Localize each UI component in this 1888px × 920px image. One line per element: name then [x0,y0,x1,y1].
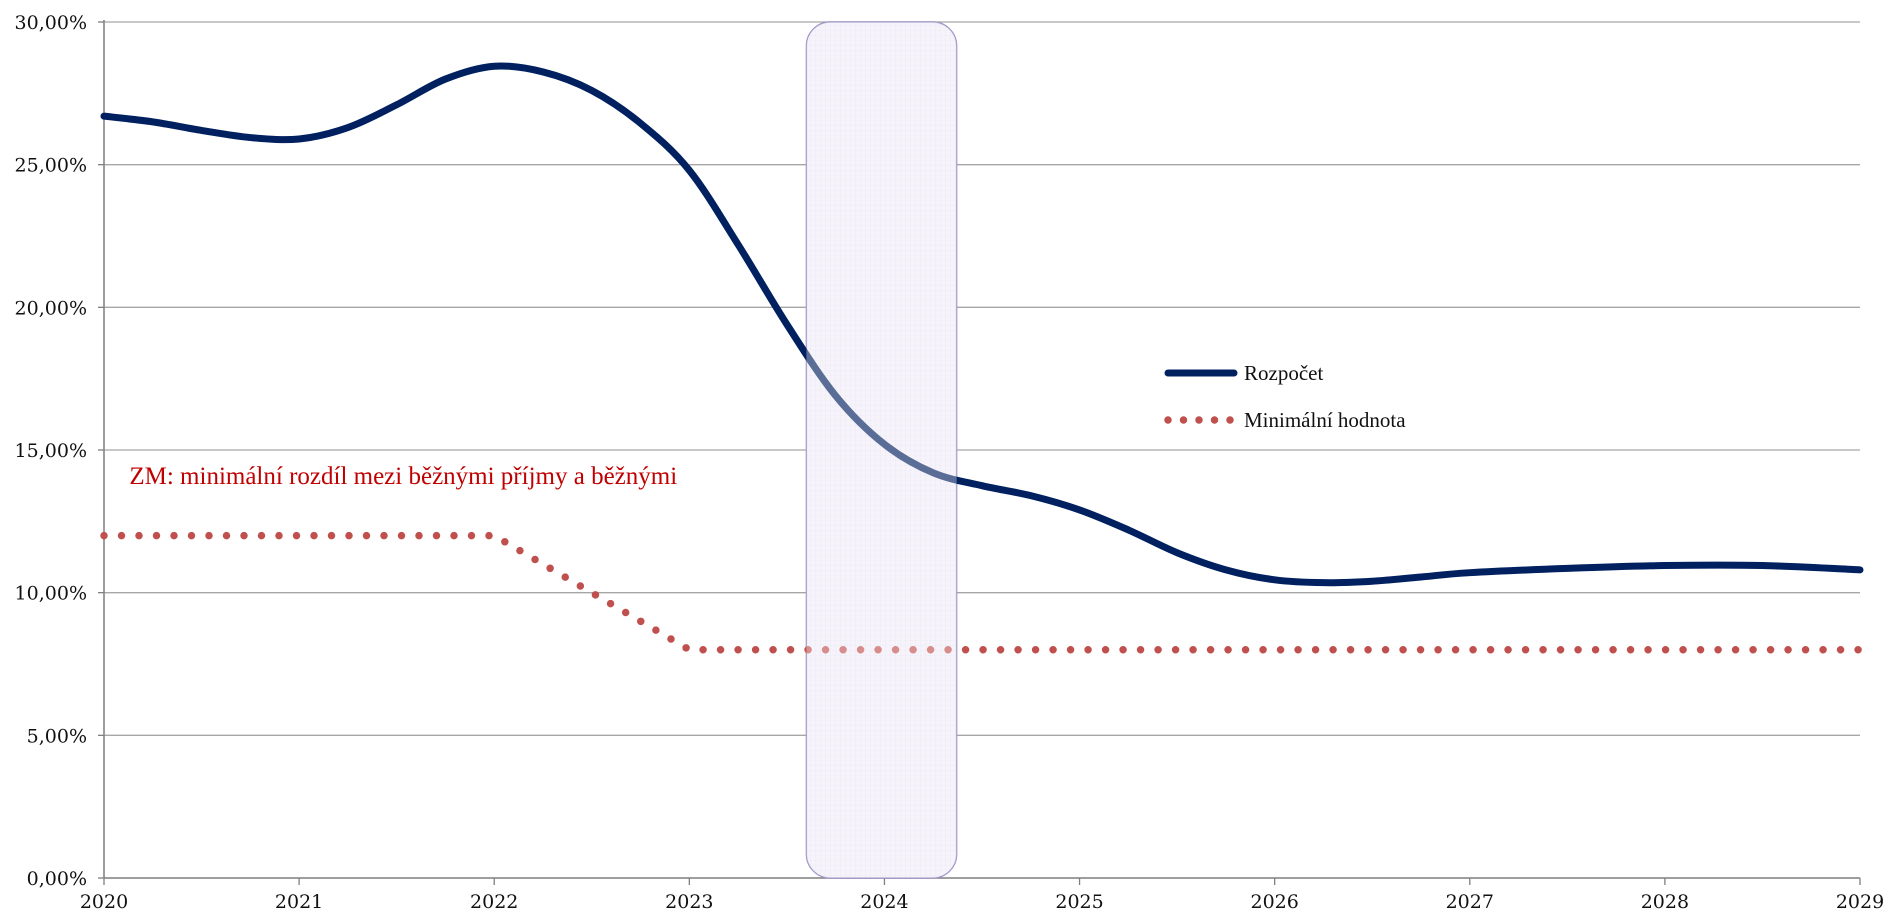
band-overlay-group [806,22,956,878]
x-tick-label: 2020 [80,891,128,913]
legend-label: Minimální hodnota [1244,408,1406,432]
x-tick-label: 2028 [1641,891,1689,913]
x-tick-label: 2026 [1250,891,1298,913]
legend: Rozpočet Minimální hodnota [1168,361,1406,432]
x-tick-label: 2029 [1836,891,1884,913]
axes [98,20,1860,885]
y-tick-label: 20,00% [15,297,87,319]
x-tick-label: 2023 [665,891,713,913]
y-tick-label: 25,00% [15,155,87,177]
y-tick-label: 10,00% [15,583,87,605]
y-tick-label: 30,00% [15,12,87,34]
y-tick-label: 15,00% [15,440,87,462]
x-tick-label: 2022 [470,891,518,913]
highlight-band-overlay [806,22,956,878]
series-line-rozpocet [104,66,1860,583]
y-tick-label: 5,00% [27,725,87,747]
gridlines [104,22,1860,735]
annotation-label: ZM: minimální rozdíl mezi běžnými příjmy… [129,463,677,490]
legend-label: Rozpočet [1244,361,1323,385]
x-tick-label: 2025 [1055,891,1103,913]
annotations: ZM: minimální rozdíl mezi běžnými příjmy… [129,463,677,490]
x-tick-label: 2027 [1446,891,1494,913]
series-group [104,66,1860,650]
x-tick-label: 2021 [275,891,323,913]
x-tick-label: 2024 [860,891,908,913]
y-tick-label: 0,00% [27,868,87,890]
